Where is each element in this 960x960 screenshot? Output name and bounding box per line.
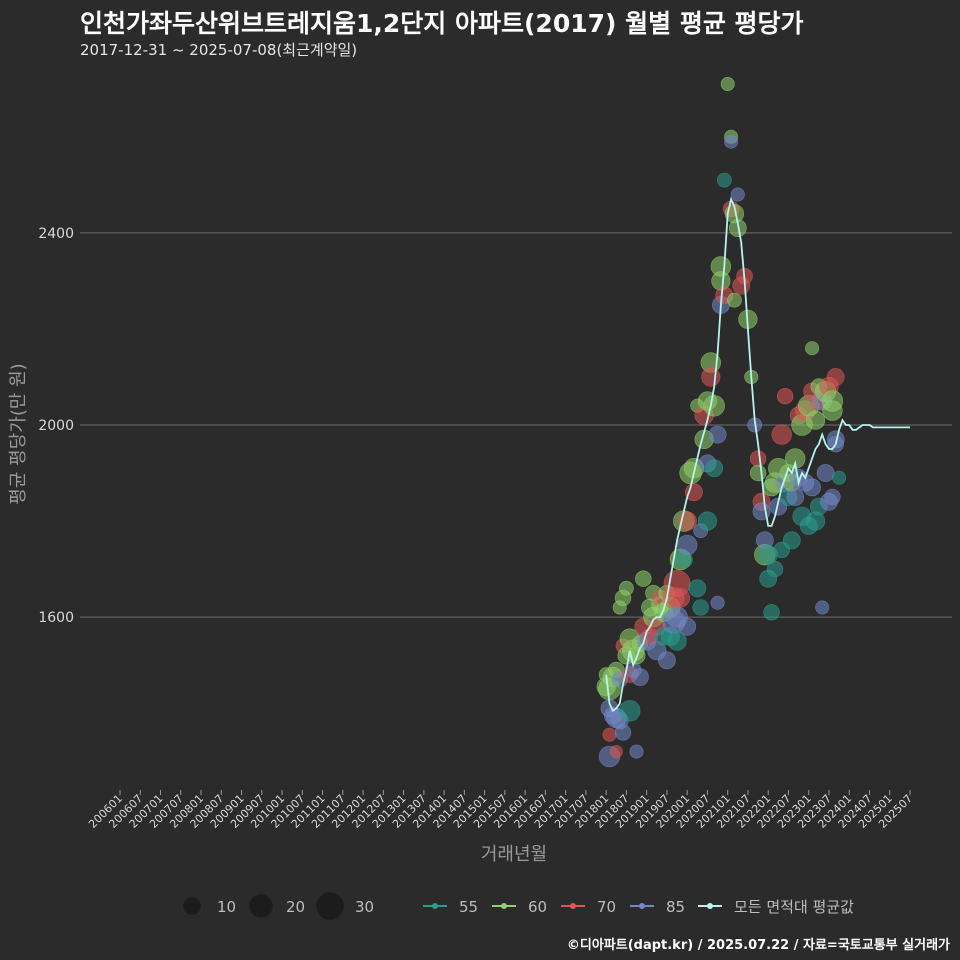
legend: 10 20 30 55 60 70 85 모든 면적대 평균값 [182,892,854,920]
legend-swatch-dot [432,903,438,909]
legend-swatch-dot [570,903,576,909]
size-legend-circle [316,892,344,920]
legend-swatch-dot [639,903,645,909]
scatter-point [614,724,632,741]
scatter-point [701,367,721,387]
scatter-point [678,617,697,636]
scatter-point [619,700,641,722]
scatter-point [832,470,847,485]
scatter-point [766,560,784,578]
scatter-point [631,668,649,687]
size-legend-circle [249,894,273,918]
scatter-point [826,368,845,386]
size-legend-circle [182,896,202,916]
scatter-point [822,400,843,421]
size-legend-label: 10 [217,898,236,916]
average-line-group [605,196,910,713]
y-tick-label: 2400 [38,226,74,242]
scatter-point [805,341,820,356]
scatter-point [703,395,725,417]
y-tick-label: 2000 [38,418,74,434]
scatter-point [692,599,709,616]
scatter-point [658,651,676,670]
average-line [605,196,910,713]
legend-series-label: 60 [528,898,547,916]
x-tick-labels: 2006012006072007012007072008012008072009… [86,790,915,831]
scatter-point [635,570,652,587]
legend-series-label: 70 [597,898,616,916]
scatter-point [782,531,801,550]
scatter-point [609,745,623,759]
scatter-point [708,425,727,444]
scatter-point [685,483,703,502]
scatter-point [670,588,691,608]
scatter-point [710,595,725,610]
scatter-point [705,459,724,478]
scatter-point [720,77,735,92]
credit-text: ©디아파트(dapt.kr) / 2025.07.22 / 자료=국토교통부 실… [566,938,950,953]
scatter-point [786,488,805,506]
scatter-point [771,424,792,445]
scatter-point [727,292,742,308]
scatter-point [803,478,822,497]
scatter-point [619,580,634,596]
y-tick-label: 1600 [38,610,74,626]
scatter-point [805,410,826,430]
scatter-point [815,600,830,615]
scatter-point [724,134,739,149]
size-legend-label: 20 [286,898,305,916]
chart-subtitle: 2017-12-31 ~ 2025-07-08(최근계약일) [80,41,358,59]
scatter-point [688,579,707,598]
legend-series-label: 모든 면적대 평균값 [734,898,854,916]
size-legend-label: 30 [355,898,374,916]
scatter-point [676,534,698,556]
scatter-point [776,388,794,405]
legend-series-label: 85 [666,898,685,916]
scatter-point [763,604,780,621]
scatter-point [824,488,841,506]
y-tick-labels: 1600 2000 2400 [38,226,74,626]
scatter-point [749,450,767,467]
scatter-point [730,187,745,202]
scatter-point [667,631,687,651]
legend-swatch-dot [707,903,713,909]
chart-title: 인천가좌두산위브트레지움1,2단지 아파트(2017) 월별 평균 평당가 [80,9,804,38]
scatter-point [602,727,617,742]
scatter-point [716,172,732,188]
x-axis-label: 거래년월 [481,844,547,865]
legend-swatch-dot [501,903,507,909]
scatter-point [629,744,644,759]
scatter-point [816,464,835,482]
scatter-point [697,511,718,531]
legend-series-label: 55 [459,898,478,916]
y-axis-label: 평균 평당가(만 원) [8,363,29,504]
scatter-point [749,464,767,482]
